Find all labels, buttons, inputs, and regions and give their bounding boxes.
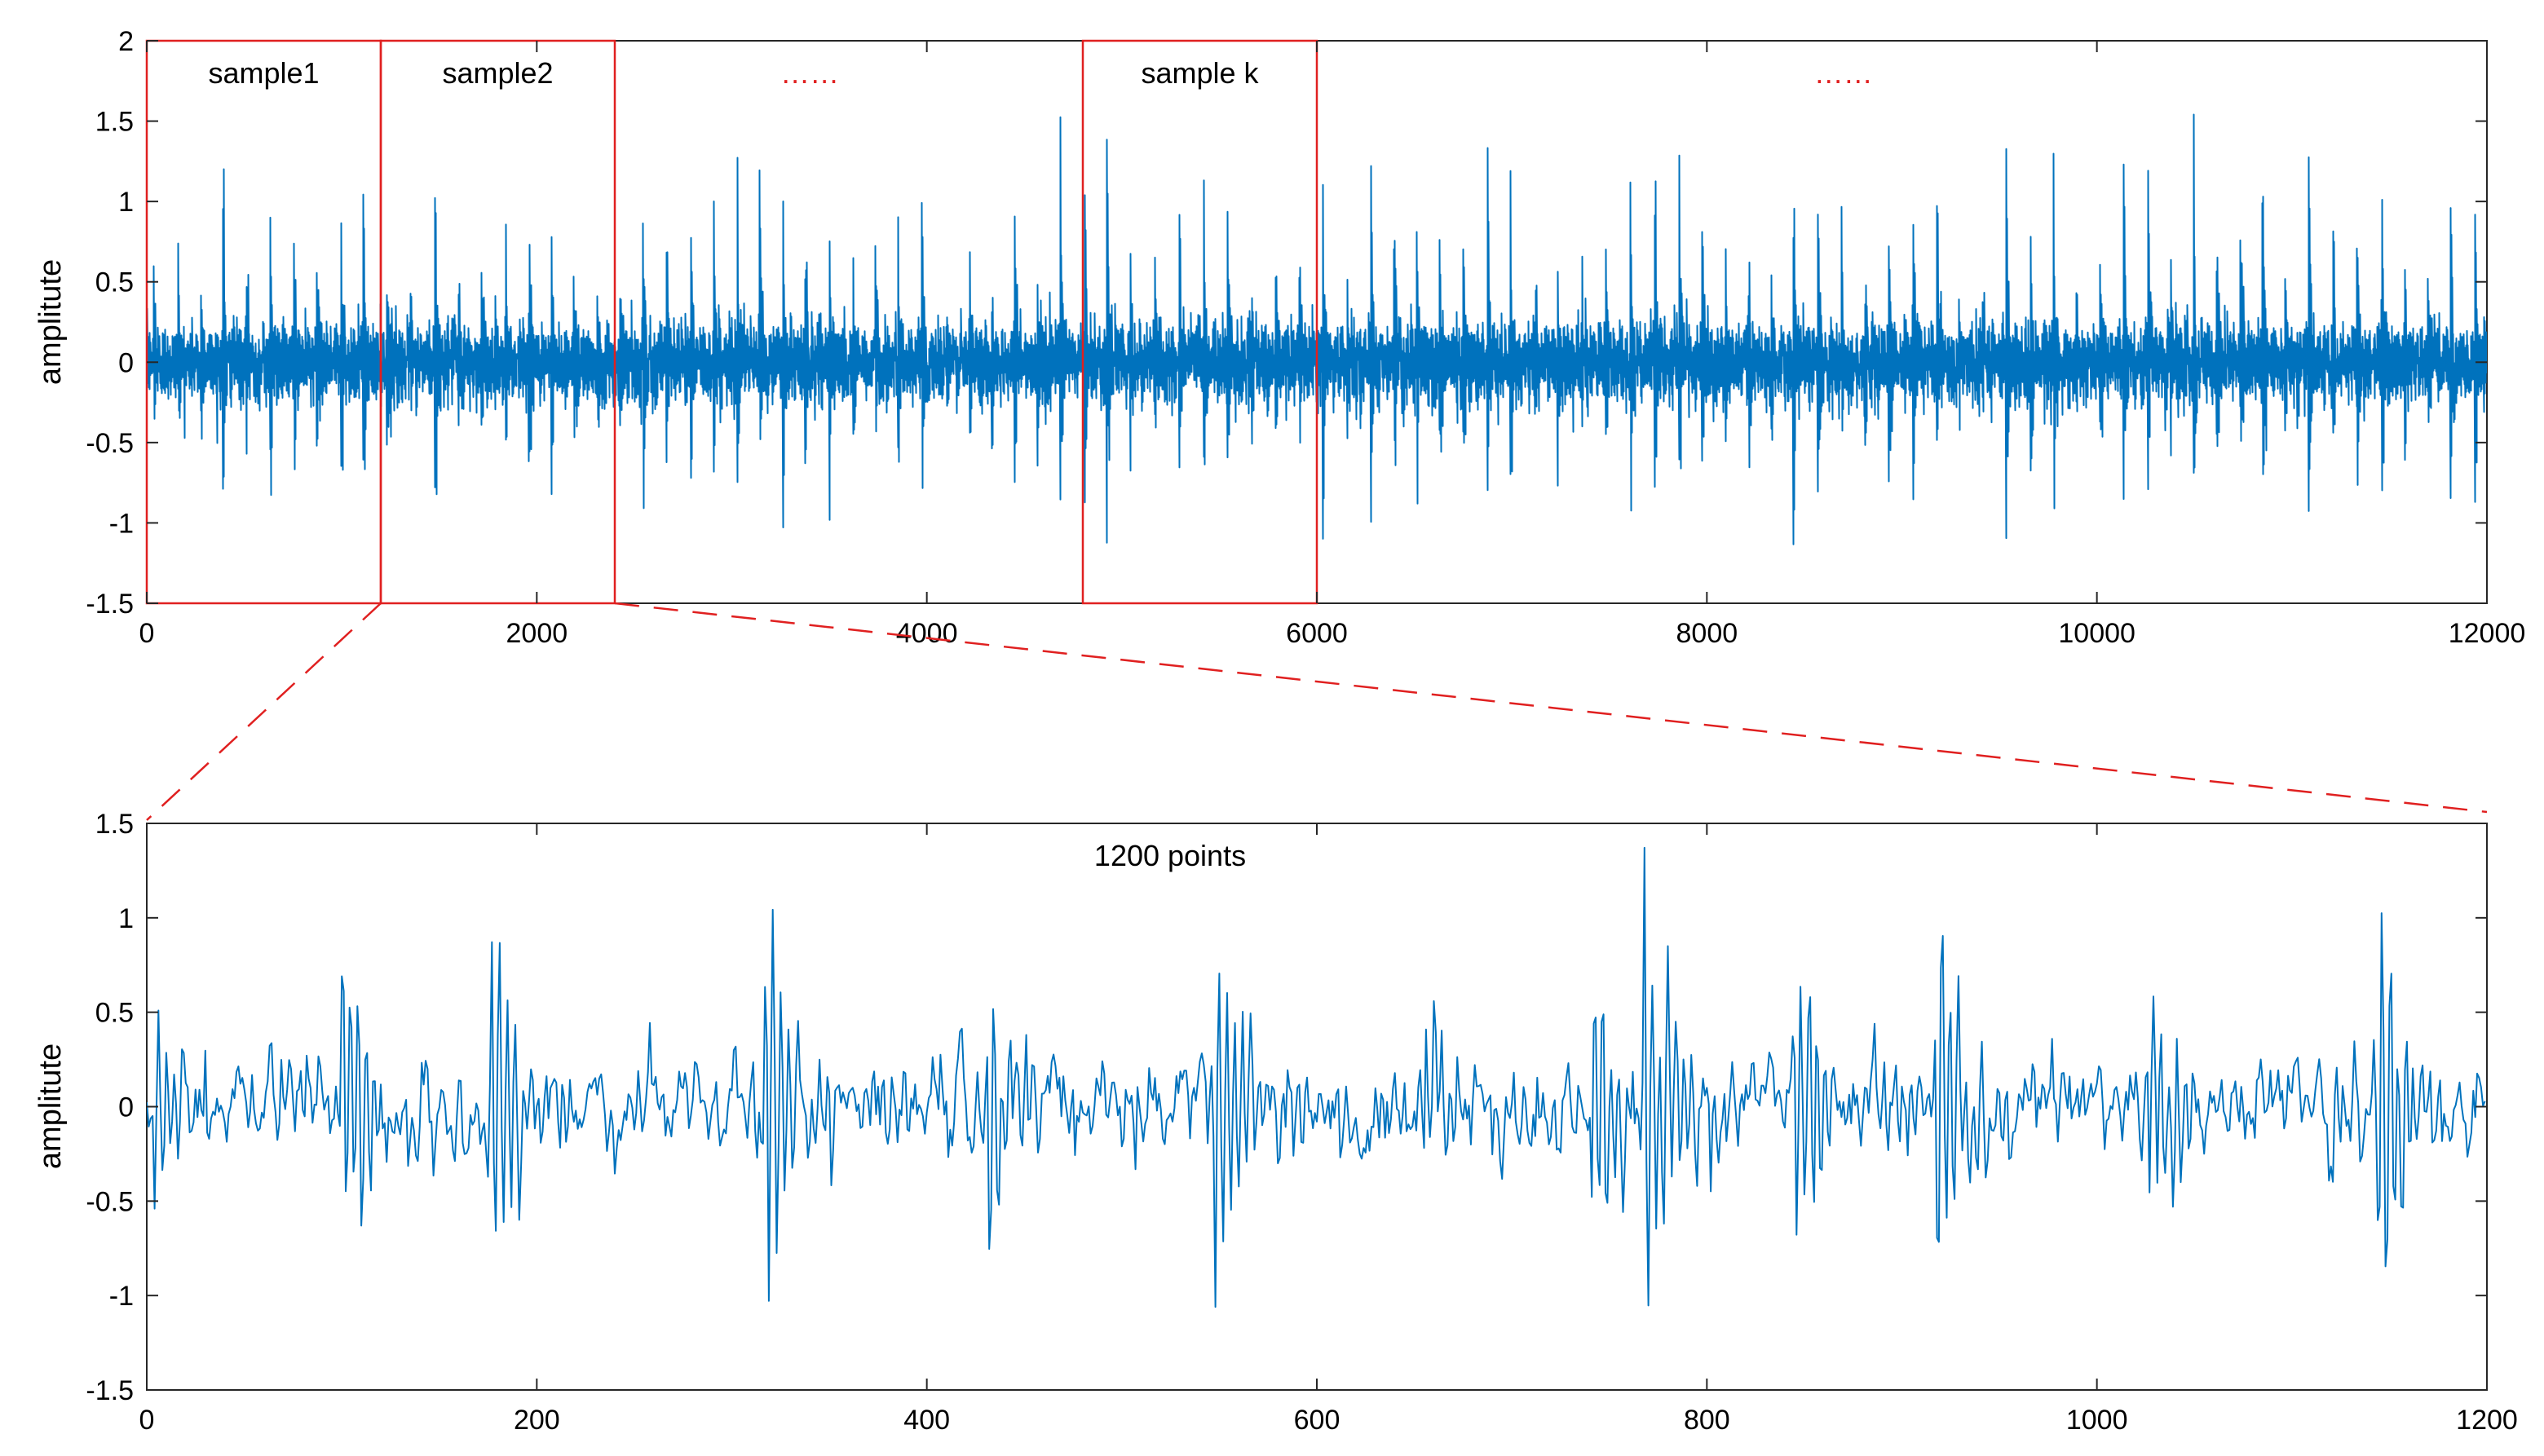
- top-y-axis: -1.5 -1 -0.5 0 0.5 1 1.5 2: [86, 26, 2487, 620]
- y-tick-label: 0: [118, 347, 134, 378]
- x-tick-label: 0: [139, 618, 155, 649]
- bottom-y-axis-label: amplitute: [33, 1043, 68, 1169]
- bottom-signal-chart: 1200 points 0 200 400 600 800 1000 1200 -1.5-1…: [33, 809, 2518, 1436]
- top-y-axis-label: amplitute: [33, 259, 68, 385]
- y-tick-label: -1: [109, 508, 134, 539]
- segment-label: sample k: [1141, 56, 1259, 90]
- ellipsis-label: ……: [1814, 56, 1873, 90]
- x-tick-label: 1200: [2456, 1405, 2518, 1436]
- x-tick-label: 800: [1684, 1405, 1730, 1436]
- connector-right-line: [614, 602, 2488, 814]
- y-tick-label: 0.5: [95, 267, 134, 298]
- bottom-y-axis: -1.5 -1 -0.5 0 0.5 1 1.5: [86, 809, 2487, 1406]
- y-tick-label: -1.5: [86, 589, 134, 620]
- bottom-series-line: [147, 846, 2486, 1308]
- y-tick-label: 0.5: [95, 998, 134, 1029]
- segment-box: [379, 39, 616, 605]
- y-tick-label: 0: [118, 1092, 134, 1123]
- x-tick-label: 600: [1294, 1405, 1340, 1436]
- y-tick-label: -0.5: [86, 428, 134, 459]
- x-tick-label: 12000: [2449, 618, 2526, 649]
- x-tick-label: 10000: [2058, 618, 2135, 649]
- x-tick-label: 2000: [506, 618, 568, 649]
- y-tick-label: 1.5: [95, 107, 134, 138]
- y-tick-label: -1.5: [86, 1375, 134, 1406]
- sample-segment-boxes: sample1 sample2 sample k …… ……: [145, 39, 1873, 605]
- x-tick-label: 6000: [1286, 618, 1348, 649]
- x-tick-label: 1000: [2066, 1405, 2128, 1436]
- segment-label: sample1: [208, 56, 319, 90]
- segment-label: sample2: [442, 56, 553, 90]
- top-x-axis: 0 2000 4000 6000 8000 10000 12000: [139, 41, 2526, 649]
- y-tick-label: 1: [118, 187, 134, 218]
- connector-left-line: [146, 602, 382, 821]
- bottom-x-axis: 0 200 400 600 800 1000 1200: [139, 823, 2518, 1436]
- x-tick-label: 400: [903, 1405, 950, 1436]
- bottom-annotation: 1200 points: [1094, 839, 1246, 872]
- x-tick-label: 8000: [1676, 618, 1738, 649]
- top-signal-chart: sample1 sample2 sample k …… …… 0 2000 4000 6000…: [33, 26, 2525, 649]
- x-tick-label: 4000: [896, 618, 958, 649]
- x-tick-label: 200: [514, 1405, 560, 1436]
- y-tick-label: 2: [118, 26, 134, 57]
- y-tick-label: 1.5: [95, 809, 134, 840]
- segment-box: [1081, 39, 1318, 605]
- y-tick-label: -0.5: [86, 1186, 134, 1217]
- ellipsis-label: ……: [780, 56, 839, 90]
- y-tick-label: 1: [118, 903, 134, 934]
- x-tick-label: 0: [139, 1405, 155, 1436]
- zoom-connector: [146, 602, 2488, 821]
- y-tick-label: -1: [109, 1281, 134, 1312]
